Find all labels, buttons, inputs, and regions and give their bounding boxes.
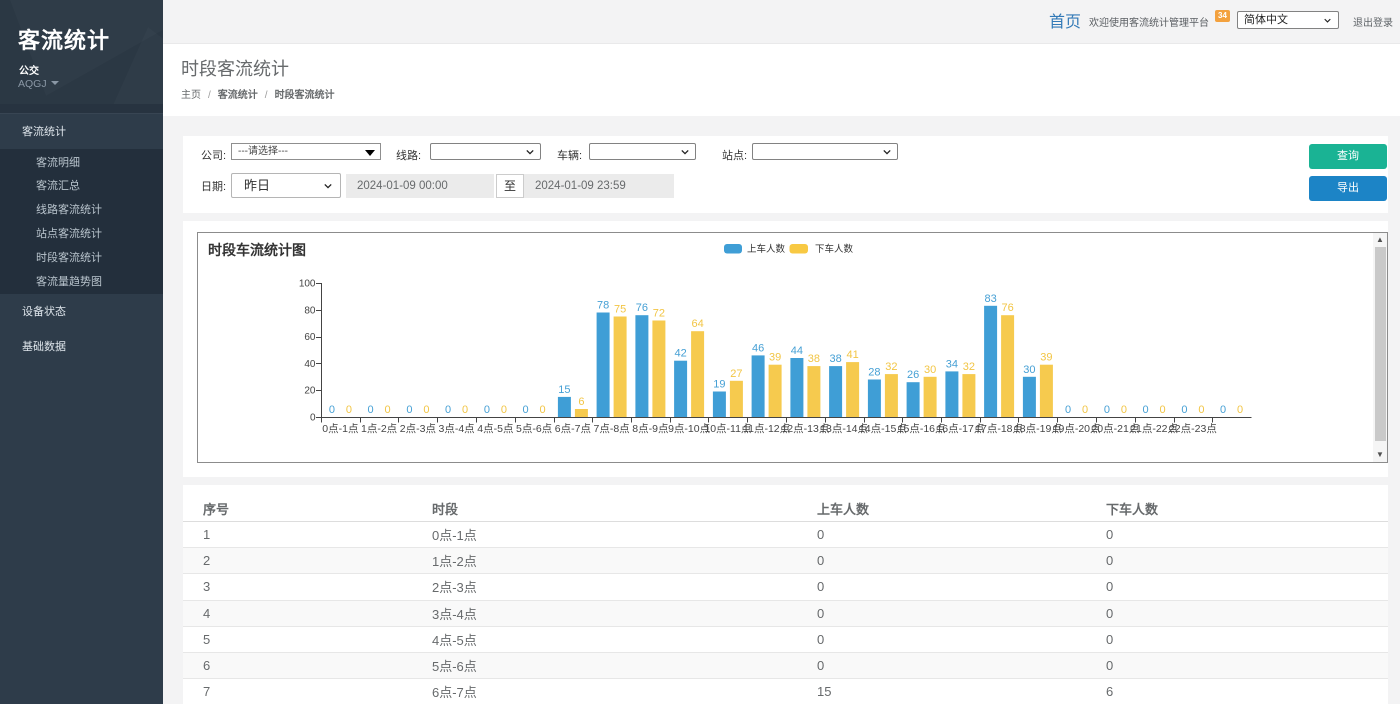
svg-text:0: 0: [1181, 404, 1187, 416]
svg-text:30: 30: [1023, 364, 1035, 376]
svg-text:0: 0: [501, 404, 507, 416]
svg-text:6: 6: [578, 396, 584, 408]
svg-text:0: 0: [385, 404, 391, 416]
svg-text:38: 38: [829, 353, 841, 365]
svg-text:0: 0: [445, 404, 451, 416]
svg-text:41: 41: [846, 349, 858, 361]
svg-text:0: 0: [1121, 404, 1127, 416]
svg-text:上车人数: 上车人数: [747, 243, 786, 255]
svg-text:0: 0: [368, 404, 374, 416]
svg-text:44: 44: [791, 345, 803, 357]
svg-text:19: 19: [713, 379, 725, 391]
svg-text:83: 83: [984, 293, 996, 305]
svg-text:39: 39: [769, 352, 781, 364]
svg-text:30: 30: [924, 364, 936, 376]
svg-text:32: 32: [885, 361, 897, 373]
svg-text:下车人数: 下车人数: [815, 243, 854, 255]
svg-text:75: 75: [614, 304, 626, 316]
svg-text:0: 0: [1220, 404, 1226, 416]
svg-text:64: 64: [691, 318, 703, 330]
svg-text:76: 76: [636, 302, 648, 314]
svg-text:0: 0: [1065, 404, 1071, 416]
svg-text:0: 0: [1160, 404, 1166, 416]
svg-text:20: 20: [304, 386, 316, 397]
svg-text:27: 27: [730, 368, 742, 380]
svg-text:46: 46: [752, 342, 764, 354]
svg-text:0: 0: [523, 404, 529, 416]
svg-text:76: 76: [1001, 302, 1013, 314]
svg-text:时段车流统计图: 时段车流统计图: [208, 242, 306, 258]
svg-text:0: 0: [484, 404, 490, 416]
svg-text:34: 34: [946, 358, 958, 370]
svg-text:60: 60: [304, 332, 316, 343]
svg-text:26: 26: [907, 369, 919, 381]
svg-text:15: 15: [558, 384, 570, 396]
svg-text:0: 0: [1198, 404, 1204, 416]
svg-text:0: 0: [1082, 404, 1088, 416]
svg-text:78: 78: [597, 300, 609, 312]
svg-text:32: 32: [963, 361, 975, 373]
svg-text:0: 0: [462, 404, 468, 416]
svg-text:0: 0: [1143, 404, 1149, 416]
svg-text:80: 80: [304, 305, 316, 316]
svg-text:0: 0: [310, 413, 316, 424]
svg-text:0: 0: [406, 404, 412, 416]
svg-text:0: 0: [346, 404, 352, 416]
svg-text:0: 0: [1237, 404, 1243, 416]
svg-text:39: 39: [1040, 352, 1052, 364]
svg-text:0: 0: [423, 404, 429, 416]
svg-text:42: 42: [674, 348, 686, 360]
svg-text:0: 0: [329, 404, 335, 416]
svg-text:40: 40: [304, 359, 316, 370]
svg-text:0: 0: [540, 404, 546, 416]
svg-text:28: 28: [868, 367, 880, 379]
svg-text:72: 72: [653, 308, 665, 320]
svg-text:38: 38: [808, 353, 820, 365]
svg-text:100: 100: [299, 279, 316, 290]
svg-text:0: 0: [1104, 404, 1110, 416]
